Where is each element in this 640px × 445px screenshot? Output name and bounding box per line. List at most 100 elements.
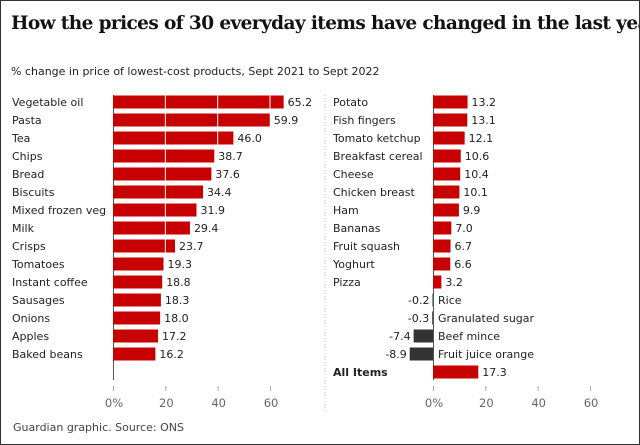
axis-tick-label: 40: [531, 396, 546, 410]
category-label: Crisps: [12, 240, 46, 253]
bar-apples: [113, 329, 159, 343]
bar-bread: [113, 167, 212, 181]
axis-tick-label: 0%: [425, 396, 443, 410]
category-label: Sausages: [12, 294, 65, 307]
value-label: 23.7: [179, 240, 204, 253]
category-label: Milk: [12, 222, 35, 235]
bar-cheese: [433, 167, 461, 181]
category-label: Rice: [438, 294, 462, 307]
category-label: Chips: [12, 150, 43, 163]
value-label: 9.9: [463, 204, 481, 217]
category-label: Mixed frozen veg: [12, 204, 106, 217]
value-label: 19.3: [168, 258, 193, 271]
value-label: 18.0: [164, 312, 189, 325]
category-label: Baked beans: [12, 348, 83, 361]
value-label: 7.0: [455, 222, 473, 235]
category-label: Pizza: [333, 276, 361, 289]
value-label: 59.9: [274, 114, 299, 127]
bar-biscuits: [113, 185, 204, 199]
value-label: 17.3: [482, 366, 507, 379]
category-label: Tomatoes: [11, 258, 65, 271]
category-label: Fruit juice orange: [438, 348, 534, 361]
bar-crisps: [113, 239, 176, 253]
bar-milk: [113, 221, 190, 235]
category-label: Potato: [333, 96, 368, 109]
axis-tick-label: 0%: [105, 396, 123, 410]
category-label: Onions: [12, 312, 50, 325]
value-label: 10.6: [465, 150, 490, 163]
value-label: 3.2: [445, 276, 463, 289]
axis-tick-label: 40: [211, 396, 226, 410]
bar-potato: [433, 95, 468, 109]
bar-tomatoes: [113, 257, 164, 271]
value-label: 10.4: [464, 168, 489, 181]
value-label: -7.4: [389, 330, 410, 343]
category-label: Tea: [11, 132, 30, 145]
chart-subtitle: % change in price of lowest-cost product…: [11, 65, 380, 78]
value-label: 13.1: [471, 114, 496, 127]
category-label: All Items: [333, 366, 388, 379]
value-label: 6.7: [455, 240, 473, 253]
category-label: Beef mince: [438, 330, 500, 343]
value-label: 37.6: [215, 168, 240, 181]
value-label: 10.1: [463, 186, 488, 199]
axis-tick-label: 60: [584, 396, 599, 410]
category-label: Granulated sugar: [438, 312, 535, 325]
value-label: -0.2: [408, 294, 429, 307]
bar-bananas: [433, 221, 452, 235]
category-label: Breakfast cereal: [333, 150, 423, 163]
value-label: 46.0: [237, 132, 262, 145]
category-label: Chicken breast: [333, 186, 415, 199]
category-label: Instant coffee: [12, 276, 88, 289]
value-label: 18.8: [166, 276, 191, 289]
bar-granulated-sugar: [432, 311, 433, 325]
chart-title: How the prices of 30 everyday items have…: [11, 13, 640, 34]
category-label: Cheese: [333, 168, 374, 181]
bar-vegetable-oil: [113, 95, 284, 109]
bar-sausages: [113, 293, 161, 307]
bar-tea: [113, 131, 234, 145]
value-label: -0.3: [408, 312, 429, 325]
bar-onions: [113, 311, 161, 325]
bar-rice: [432, 293, 433, 307]
category-label: Fish fingers: [333, 114, 396, 127]
bar-pasta: [113, 113, 270, 127]
category-label: Bread: [12, 168, 44, 181]
bar-chicken-breast: [433, 185, 460, 199]
bar-yoghurt: [433, 257, 451, 271]
value-label: 16.2: [159, 348, 184, 361]
bar-beef-mince: [413, 329, 433, 343]
axis-tick-label: 60: [264, 396, 279, 410]
axis-tick-label: 20: [159, 396, 174, 410]
bar-pizza: [433, 275, 442, 289]
bar-breakfast-cereal: [433, 149, 461, 163]
value-label: 31.9: [200, 204, 225, 217]
category-label: Tomato ketchup: [332, 132, 421, 145]
value-label: 18.3: [165, 294, 190, 307]
value-label: 65.2: [288, 96, 313, 109]
bar-fish-fingers: [433, 113, 468, 127]
bar-tomato-ketchup: [433, 131, 465, 145]
value-label: -8.9: [385, 348, 406, 361]
bar-ham: [433, 203, 459, 217]
value-label: 38.7: [218, 150, 243, 163]
bar-fruit-juice-orange: [409, 347, 433, 361]
value-label: 13.2: [472, 96, 497, 109]
value-label: 17.2: [162, 330, 187, 343]
value-label: 12.1: [469, 132, 494, 145]
category-label: Bananas: [333, 222, 381, 235]
category-label: Yoghurt: [332, 258, 375, 271]
category-label: Fruit squash: [333, 240, 400, 253]
category-label: Vegetable oil: [12, 96, 83, 109]
value-label: 29.4: [194, 222, 219, 235]
axis-tick-label: 20: [479, 396, 494, 410]
bar-mixed-frozen-veg: [113, 203, 197, 217]
bar-chips: [113, 149, 215, 163]
source-note: Guardian graphic. Source: ONS: [13, 421, 184, 434]
bar-fruit-squash: [433, 239, 451, 253]
bar-all-items: [433, 365, 479, 379]
category-label: Apples: [12, 330, 49, 343]
bar-instant-coffee: [113, 275, 163, 289]
